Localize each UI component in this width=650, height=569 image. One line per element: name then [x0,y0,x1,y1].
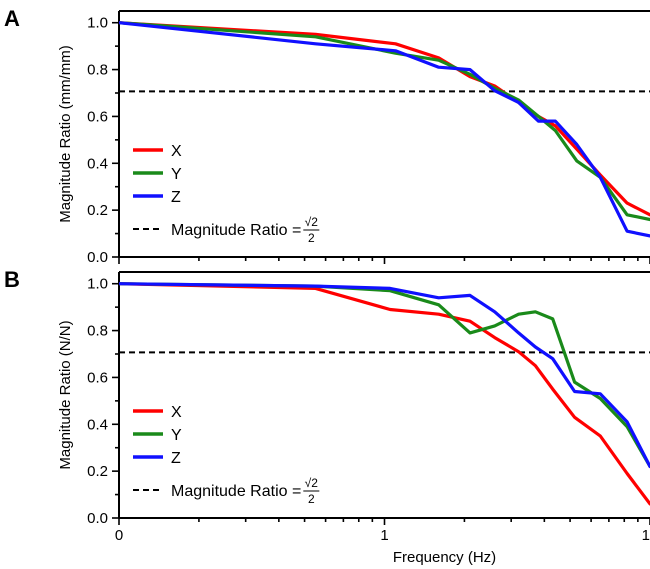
legend-label-z: Z [171,450,181,467]
legend-label-reference: Magnitude Ratio = [171,483,301,500]
series-line-x [119,282,650,506]
panel-label: A [4,6,20,31]
y-axis-title: Magnitude Ratio (N/N) [57,320,74,469]
fraction-denominator: 2 [308,492,315,506]
panel-label: B [4,267,20,292]
y-axis-title: Magnitude Ratio (mm/mm) [57,45,74,223]
x-tick-label: 0 [115,527,123,544]
legend-label-reference: Magnitude Ratio = [171,222,301,239]
x-tick-label: 10 [642,527,650,544]
series-line-y [119,282,650,469]
y-tick-label: 1.0 [87,276,108,293]
legend-label-x: X [171,404,182,421]
legend-label-x: X [171,143,182,160]
y-tick-label: 0.8 [87,323,108,340]
panel-b-chart: 0.0 0.2 0.4 0.6 0.8 1.0 0 1 10 B Magnitude Ratio (… [4,267,650,566]
fraction-numerator: √2 [305,476,319,490]
y-tick-label: 0.4 [87,416,108,433]
y-tick-label: 0.0 [87,249,108,266]
series-group [119,21,650,238]
y-tick-label: 0.6 [87,369,108,386]
series-line-y [119,21,650,222]
y-tick-label: 0.2 [87,202,108,219]
x-axis-title: Frequency (Hz) [393,549,496,566]
y-tick-label: 0.0 [87,510,108,527]
x-tick-label: 1 [380,527,388,544]
series-group [119,282,650,506]
y-tick-label: 1.0 [87,15,108,32]
y-tick-label: 0.8 [87,62,108,79]
y-tick-label: 0.6 [87,108,108,125]
fraction-numerator: √2 [305,215,319,229]
legend: XYZ Magnitude Ratio = √2 2 [133,143,320,245]
legend-label-y: Y [171,166,182,183]
series-line-z [119,282,650,469]
series-line-z [119,21,650,238]
y-tick-label: 0.4 [87,155,108,172]
y-tick-label: 0.2 [87,463,108,480]
panel-a-chart: 0.0 0.2 0.4 0.6 0.8 1.0 A Magnitude Ratio (mm/m… [4,6,650,266]
fraction-denominator: 2 [308,231,315,245]
legend-label-y: Y [171,427,182,444]
legend: XYZ Magnitude Ratio = √2 2 [133,404,320,506]
legend-label-z: Z [171,189,181,206]
